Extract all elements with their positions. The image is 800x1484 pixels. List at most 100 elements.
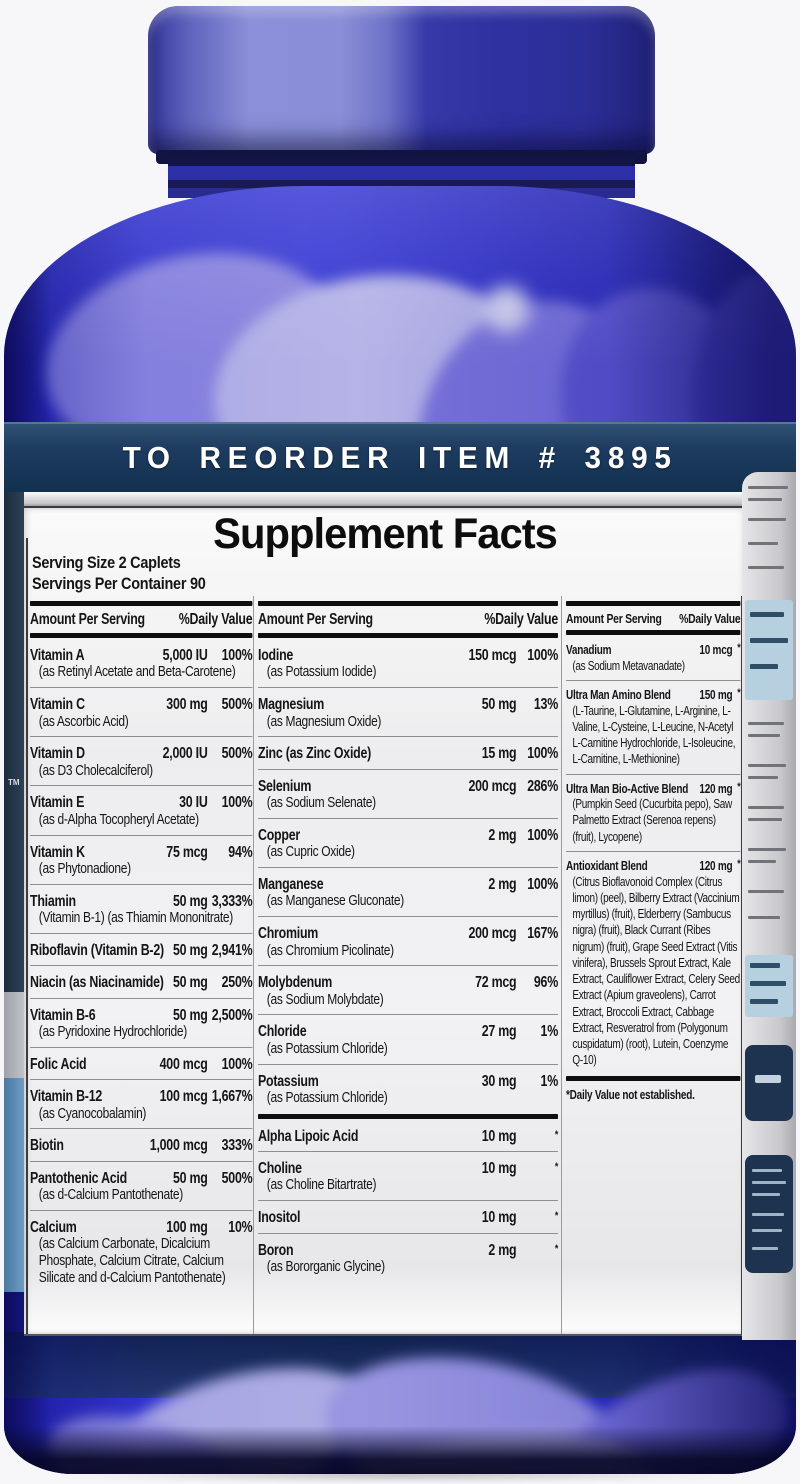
nutrient-name: Riboflavin (Vitamin B-2) xyxy=(30,941,164,959)
nutrient-amount: 30 mg xyxy=(481,1072,517,1090)
nutrient-main: Vitamin A 5,000 IU 100% xyxy=(30,647,253,664)
nutrient-amount: 72 mcg xyxy=(475,974,517,992)
nutrient-amount: 200 mcg xyxy=(468,777,517,795)
back-label-logo xyxy=(755,1075,781,1083)
nutrient-name: Boron xyxy=(258,1241,294,1259)
nutrient-source: (as Choline Bitartrate) xyxy=(266,1176,377,1194)
divider-bar xyxy=(258,633,558,638)
nutrient-main: Ultra Man Bio-Active Blend 120 mg * xyxy=(566,780,741,797)
nutrient-source: (as Pyridoxine Hydrochloride) xyxy=(38,1023,187,1041)
nutrient-source: (as Manganese Gluconate) xyxy=(266,892,404,910)
nutrient-amount: 2 mg xyxy=(488,826,517,844)
nutrient-main: Boron 2 mg * xyxy=(258,1242,558,1259)
nutrient-amount: 150 mg xyxy=(699,687,733,702)
nutrient-main: Chloride 27 mg 1% xyxy=(258,1023,558,1040)
nutrient-name: Thiamin xyxy=(30,892,76,910)
nutrient-source: (Vitamin B-1) (as Thiamin Mononitrate) xyxy=(38,909,233,927)
nutrient-name: Zinc (as Zinc Oxide) xyxy=(258,745,372,763)
nutrient-name: Biotin xyxy=(30,1137,64,1155)
back-label-text-line xyxy=(748,818,782,821)
nutrient-main: Zinc (as Zinc Oxide) 15 mg 100% xyxy=(258,745,558,762)
nutrient-row: Vitamin C 300 mg 500% (as Ascorbic Acid) xyxy=(30,687,253,736)
nutrient-daily-value: 100% xyxy=(527,647,558,664)
nutrient-daily-value: 2,941% xyxy=(211,941,253,959)
nutrient-daily-value: * xyxy=(554,1242,558,1255)
nutrient-amount: 50 mg xyxy=(172,1169,208,1187)
column-header: Amount Per Serving %Daily Value xyxy=(258,607,558,632)
column-header: Amount Per Serving %Daily Value xyxy=(30,607,253,632)
nutrient-source: (as Bororganic Glycine) xyxy=(266,1258,385,1275)
nutrient-amount: 2,000 IU xyxy=(162,745,208,763)
nutrient-row: Chromium 200 mcg 167% (as Chromium Picolina… xyxy=(258,916,558,965)
nutrient-daily-value: 100% xyxy=(527,875,558,893)
back-label-info-block xyxy=(745,1155,793,1273)
nutrient-row: Vitamin K 75 mcg 94% (as Phytonadione) xyxy=(30,834,253,884)
back-label-text-line xyxy=(748,542,778,545)
nutrient-daily-value: 167% xyxy=(527,925,558,943)
nutrient-main: Pantothenic Acid 50 mg 500% xyxy=(30,1169,253,1187)
nutrient-main: Chromium 200 mcg 167% xyxy=(258,925,558,942)
label-silver-strip xyxy=(14,492,750,506)
nutrient-row: Antioxidant Blend 120 mg * (Citrus Bioflavo… xyxy=(566,850,741,1075)
nutrient-source: (as Sodium Selenate) xyxy=(266,794,376,812)
nutrient-amount: 120 mg xyxy=(699,781,733,796)
front-label-edge-gray xyxy=(4,992,24,1078)
back-label-text-line xyxy=(748,860,776,863)
nutrient-name: Vanadium xyxy=(566,643,612,657)
nutrient-main: Ultra Man Amino Blend 150 mg * xyxy=(566,687,741,703)
nutrient-row: Inositol 10 mg * xyxy=(258,1200,558,1232)
nutrient-name: Copper xyxy=(258,826,300,844)
back-label-text-line xyxy=(752,1193,780,1196)
nutrient-row: Manganese 2 mg 100% (as Manganese Gluconate… xyxy=(258,866,558,916)
nutrient-daily-value: 100% xyxy=(527,826,558,844)
back-label-text-line xyxy=(752,1247,778,1250)
nutrient-row: Ultra Man Bio-Active Blend 120 mg * (Pumpki… xyxy=(566,773,741,851)
back-label-text-line xyxy=(750,664,778,669)
nutrient-amount: 200 mcg xyxy=(468,925,517,943)
nutrient-amount: 5,000 IU xyxy=(162,647,208,664)
nutrient-amount: 2 mg xyxy=(488,1241,517,1259)
nutrient-amount: 50 mg xyxy=(172,1006,208,1024)
back-label-text-line xyxy=(750,999,778,1004)
back-label-text-line xyxy=(748,890,784,893)
nutrient-row: Choline 10 mg * (as Choline Bitartrate) xyxy=(258,1151,558,1200)
nutrient-row: Selenium 200 mcg 286% (as Sodium Selenate) xyxy=(258,768,558,818)
back-label-text-line xyxy=(748,848,786,851)
nutrient-amount: 400 mcg xyxy=(159,1055,208,1073)
divider-bar xyxy=(566,1075,741,1081)
column-header: Amount Per Serving %Daily Value xyxy=(566,607,741,629)
nutrient-row: Thiamin 50 mg 3,333% (Vitamin B-1) (as Thia… xyxy=(30,883,253,933)
trademark-mark: TM xyxy=(8,778,20,787)
serving-size: Serving Size 2 Caplets xyxy=(32,553,181,572)
nutrient-daily-value: 500% xyxy=(221,745,253,763)
nutrient-name: Magnesium xyxy=(258,696,325,714)
nutrient-name: Ultra Man Amino Blend xyxy=(566,687,671,702)
nutrient-name: Potassium xyxy=(258,1072,319,1090)
header-daily-value: %Daily Value xyxy=(178,611,253,628)
nutrient-amount: 2 mg xyxy=(488,875,517,893)
nutrient-main: Vitamin E 30 IU 100% xyxy=(30,794,253,811)
front-label-edge-navy xyxy=(4,492,24,992)
nutrient-daily-value: * xyxy=(554,1128,558,1141)
nutrient-source: (as Sodium Molybdate) xyxy=(266,990,384,1008)
back-label-text-line xyxy=(748,722,784,725)
divider-bar xyxy=(258,601,558,606)
nutrient-name: Choline xyxy=(258,1160,302,1178)
divider-bar xyxy=(30,601,253,606)
nutrient-name: Vitamin B-6 xyxy=(30,1006,96,1024)
back-label-logo-block xyxy=(745,1045,793,1121)
bottle-shadow xyxy=(50,1468,750,1480)
nutrient-daily-value: 100% xyxy=(221,647,253,664)
nutrient-daily-value: 96% xyxy=(533,974,558,992)
back-label-text-line xyxy=(748,486,788,489)
nutrient-amount: 300 mg xyxy=(166,696,208,714)
nutrient-main: Biotin 1,000 mcg 333% xyxy=(30,1137,253,1155)
nutrient-main: Inositol 10 mg * xyxy=(258,1209,558,1226)
nutrient-name: Selenium xyxy=(258,777,312,795)
bottle-body: TO REORDER ITEM # 3895 Supplement Facts … xyxy=(4,186,796,1474)
nutrient-name: Pantothenic Acid xyxy=(30,1169,127,1187)
nutrient-name: Iodine xyxy=(258,647,294,664)
nutrient-row: Riboflavin (Vitamin B-2) 50 mg 2,941% xyxy=(30,932,253,965)
nutrient-daily-value: * xyxy=(737,780,741,793)
header-daily-value: %Daily Value xyxy=(679,611,741,626)
